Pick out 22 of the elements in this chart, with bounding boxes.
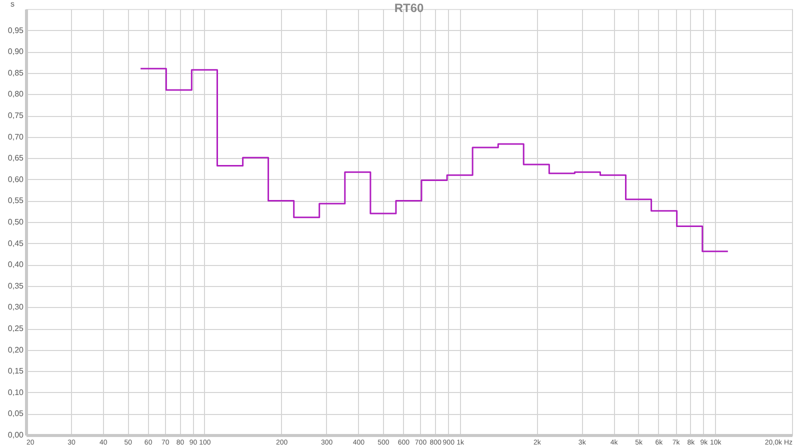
y-tick-label: 0,60 (8, 174, 24, 184)
y-tick-label: 0,75 (8, 111, 24, 120)
y-tick-label: 0,10 (8, 388, 24, 397)
y-tick-label: 0,55 (8, 196, 24, 206)
y-tick-label: 0,95 (8, 26, 24, 35)
y-tick-label: 0,50 (8, 218, 24, 226)
chart-title: RT60 (394, 1, 424, 15)
y-tick-label: 0,70 (8, 132, 24, 142)
y-axis-title: s (10, 0, 14, 8)
y-tick-label: 0,05 (8, 409, 24, 418)
y-tick-label: 0,00 (8, 430, 24, 440)
y-tick-label: 0,35 (8, 281, 24, 290)
y-tick-label: 0,15 (8, 366, 24, 376)
y-tick-label: 0,40 (8, 260, 24, 270)
y-tick-label: 0,65 (8, 154, 24, 163)
y-tick-label: 0,80 (8, 90, 24, 99)
y-tick-label: 0,45 (8, 238, 24, 248)
y-tick-label: 0,90 (8, 47, 24, 56)
y-tick-label: 0,85 (8, 68, 24, 78)
y-tick-label: 0,25 (8, 324, 24, 333)
y-tick-label: 0,20 (8, 345, 24, 354)
y-tick-label: 0,30 (8, 302, 24, 312)
